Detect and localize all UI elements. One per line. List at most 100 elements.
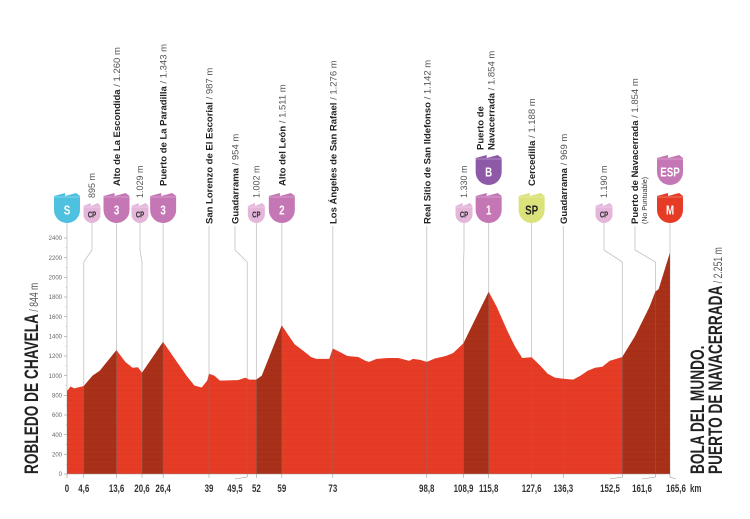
marker: San Lorenzo de El Escorial / 987 m: [205, 68, 216, 474]
marker: S: [54, 193, 80, 474]
y-tick-label: 200: [52, 453, 63, 459]
label-elevation: / 1.343 m: [159, 44, 170, 86]
badge-label: ESP: [660, 166, 680, 180]
marker: CP 1.002 m: [247, 165, 265, 474]
badge-label: 1: [486, 204, 492, 218]
label-name: Alto del León: [277, 126, 288, 186]
label-name: Cercedilla: [527, 140, 538, 186]
badge-cp-icon: CP: [131, 203, 149, 223]
badge-shape: [657, 155, 683, 185]
label-elevation: 1.190 m: [599, 165, 609, 198]
badge-cat-icon: 3: [150, 193, 177, 223]
label-name: San Lorenzo de El Escorial: [205, 102, 216, 224]
label-name: Navacerrada: [487, 92, 498, 150]
label-elevation: 895 m: [87, 173, 97, 198]
x-tick-label: 26,4: [155, 483, 171, 496]
marker-name-label: Alto del León / 1.511 m: [277, 84, 288, 186]
climb-zone: [142, 252, 164, 474]
marker-elevation-label: 1.029 m: [135, 165, 145, 198]
badge-label: CP: [88, 212, 97, 220]
marker-guide-line: [603, 223, 623, 474]
marker: M ESP: [657, 155, 683, 474]
marker: Puerto de Navacerrada / 1.854 m(No Puntu…: [630, 78, 656, 474]
x-tick-label: 152,5: [600, 483, 620, 496]
start-elevation: / 844 m: [29, 283, 42, 314]
y-tick-label: 0: [59, 472, 63, 478]
x-tick: [641, 474, 656, 480]
badge-label: 3: [160, 204, 165, 218]
marker: Guadarrama / 954 m: [231, 134, 248, 474]
y-tick-label: 400: [52, 433, 63, 439]
badge-cp-icon: CP: [595, 203, 613, 223]
x-tick-label: 0: [65, 483, 69, 496]
x-unit-label: km: [690, 483, 701, 496]
label-elevation: / 987 m: [205, 68, 216, 102]
badge-cp-icon: CP: [455, 203, 473, 223]
x-tick-label: 115,8: [479, 483, 499, 496]
badge-shape: [54, 193, 80, 223]
badge-label: 3: [114, 204, 119, 218]
marker-name-label: Alto de La Escondida / 1.260 m: [112, 47, 123, 186]
badge-shape: [475, 155, 502, 186]
label-elevation: / 1.188 m: [527, 98, 538, 140]
badge-shape: [103, 193, 130, 223]
label-elevation: / 954 m: [231, 134, 242, 168]
label-name: Puerto de La Paradilla: [159, 86, 170, 186]
marker-guide-line: [83, 223, 93, 474]
x-tick-label: 73: [328, 483, 337, 496]
x-tick-label: 165,6: [666, 483, 686, 496]
badge-cat-icon: ESP: [657, 155, 683, 185]
label-elevation: / 1.276 m: [328, 60, 339, 102]
label-elevation: 1.029 m: [135, 165, 145, 198]
badge-shape: [131, 203, 149, 223]
x-tick-label: 59: [277, 483, 286, 496]
start-location-label: ROBLEDO DE CHAVELA / 844 m: [21, 283, 43, 474]
badge-cp-icon: CP: [247, 203, 265, 224]
badge-shape: [518, 193, 545, 223]
marker: Guadarrama / 969 m: [559, 134, 570, 474]
marker: CP 1.330 m: [455, 165, 473, 474]
marker: CP 1.029 m: [131, 165, 149, 474]
y-tick-label: 2000: [49, 276, 63, 282]
badge-shape: [595, 203, 613, 223]
y-tick-label: 600: [52, 413, 63, 419]
x-tick-label: 4,6: [78, 483, 89, 496]
badge-label: CP: [136, 212, 145, 220]
finish-location-label: PUERTO DE NAVACERRADA / 2.251 m: [705, 247, 727, 474]
label-elevation: / 1.260 m: [112, 47, 123, 89]
x-tick-label: 20,6: [134, 483, 149, 496]
marker-name-label: Puerto de: [476, 106, 487, 150]
label-name: Alto de La Escondida: [112, 89, 123, 186]
x-tick-label: 52: [252, 483, 261, 496]
marker: 2 Alto del León / 1.511 m: [268, 84, 295, 474]
marker-name-label: Guadarrama / 954 m: [231, 134, 242, 224]
marker-guide-line: [139, 223, 143, 474]
badge-shape: [475, 193, 502, 223]
label-name: Guadarrama: [231, 167, 242, 224]
x-tick-label: 127,6: [522, 483, 542, 496]
marker: Los Ángeles de San Rafael / 1.276 m: [328, 60, 339, 474]
marker-elevation-label: 1.330 m: [459, 165, 469, 198]
label-elevation: / 1.142 m: [422, 60, 433, 102]
elevation-profile-area: [67, 252, 670, 474]
badge-label: CP: [600, 212, 609, 220]
label-elevation: 1.002 m: [251, 165, 261, 198]
marker-guide-line: [634, 226, 656, 474]
marker-elevation-label: 895 m: [87, 173, 97, 198]
badge-shape: [247, 203, 265, 224]
y-tick-label: 1400: [49, 335, 63, 341]
marker: CP 895 m: [83, 173, 101, 474]
marker-elevation-label: 1.190 m: [599, 165, 609, 198]
label-name: Guadarrama: [559, 167, 570, 224]
badge-cp-icon: CP: [83, 203, 101, 223]
y-tick-label: 1000: [49, 374, 63, 380]
marker: 1 B Puerto de Navacerrada / 1.854 m: [475, 51, 502, 474]
marker-name-label: Puerto de La Paradilla / 1.343 m: [159, 44, 170, 186]
badge-shape: [150, 193, 177, 223]
label-elevation: / 1.511 m: [277, 84, 288, 126]
badge-label: CP: [460, 212, 469, 220]
y-tick-label: 2200: [49, 256, 63, 262]
badge-label: CP: [252, 212, 261, 220]
badge-shape: [268, 193, 295, 223]
